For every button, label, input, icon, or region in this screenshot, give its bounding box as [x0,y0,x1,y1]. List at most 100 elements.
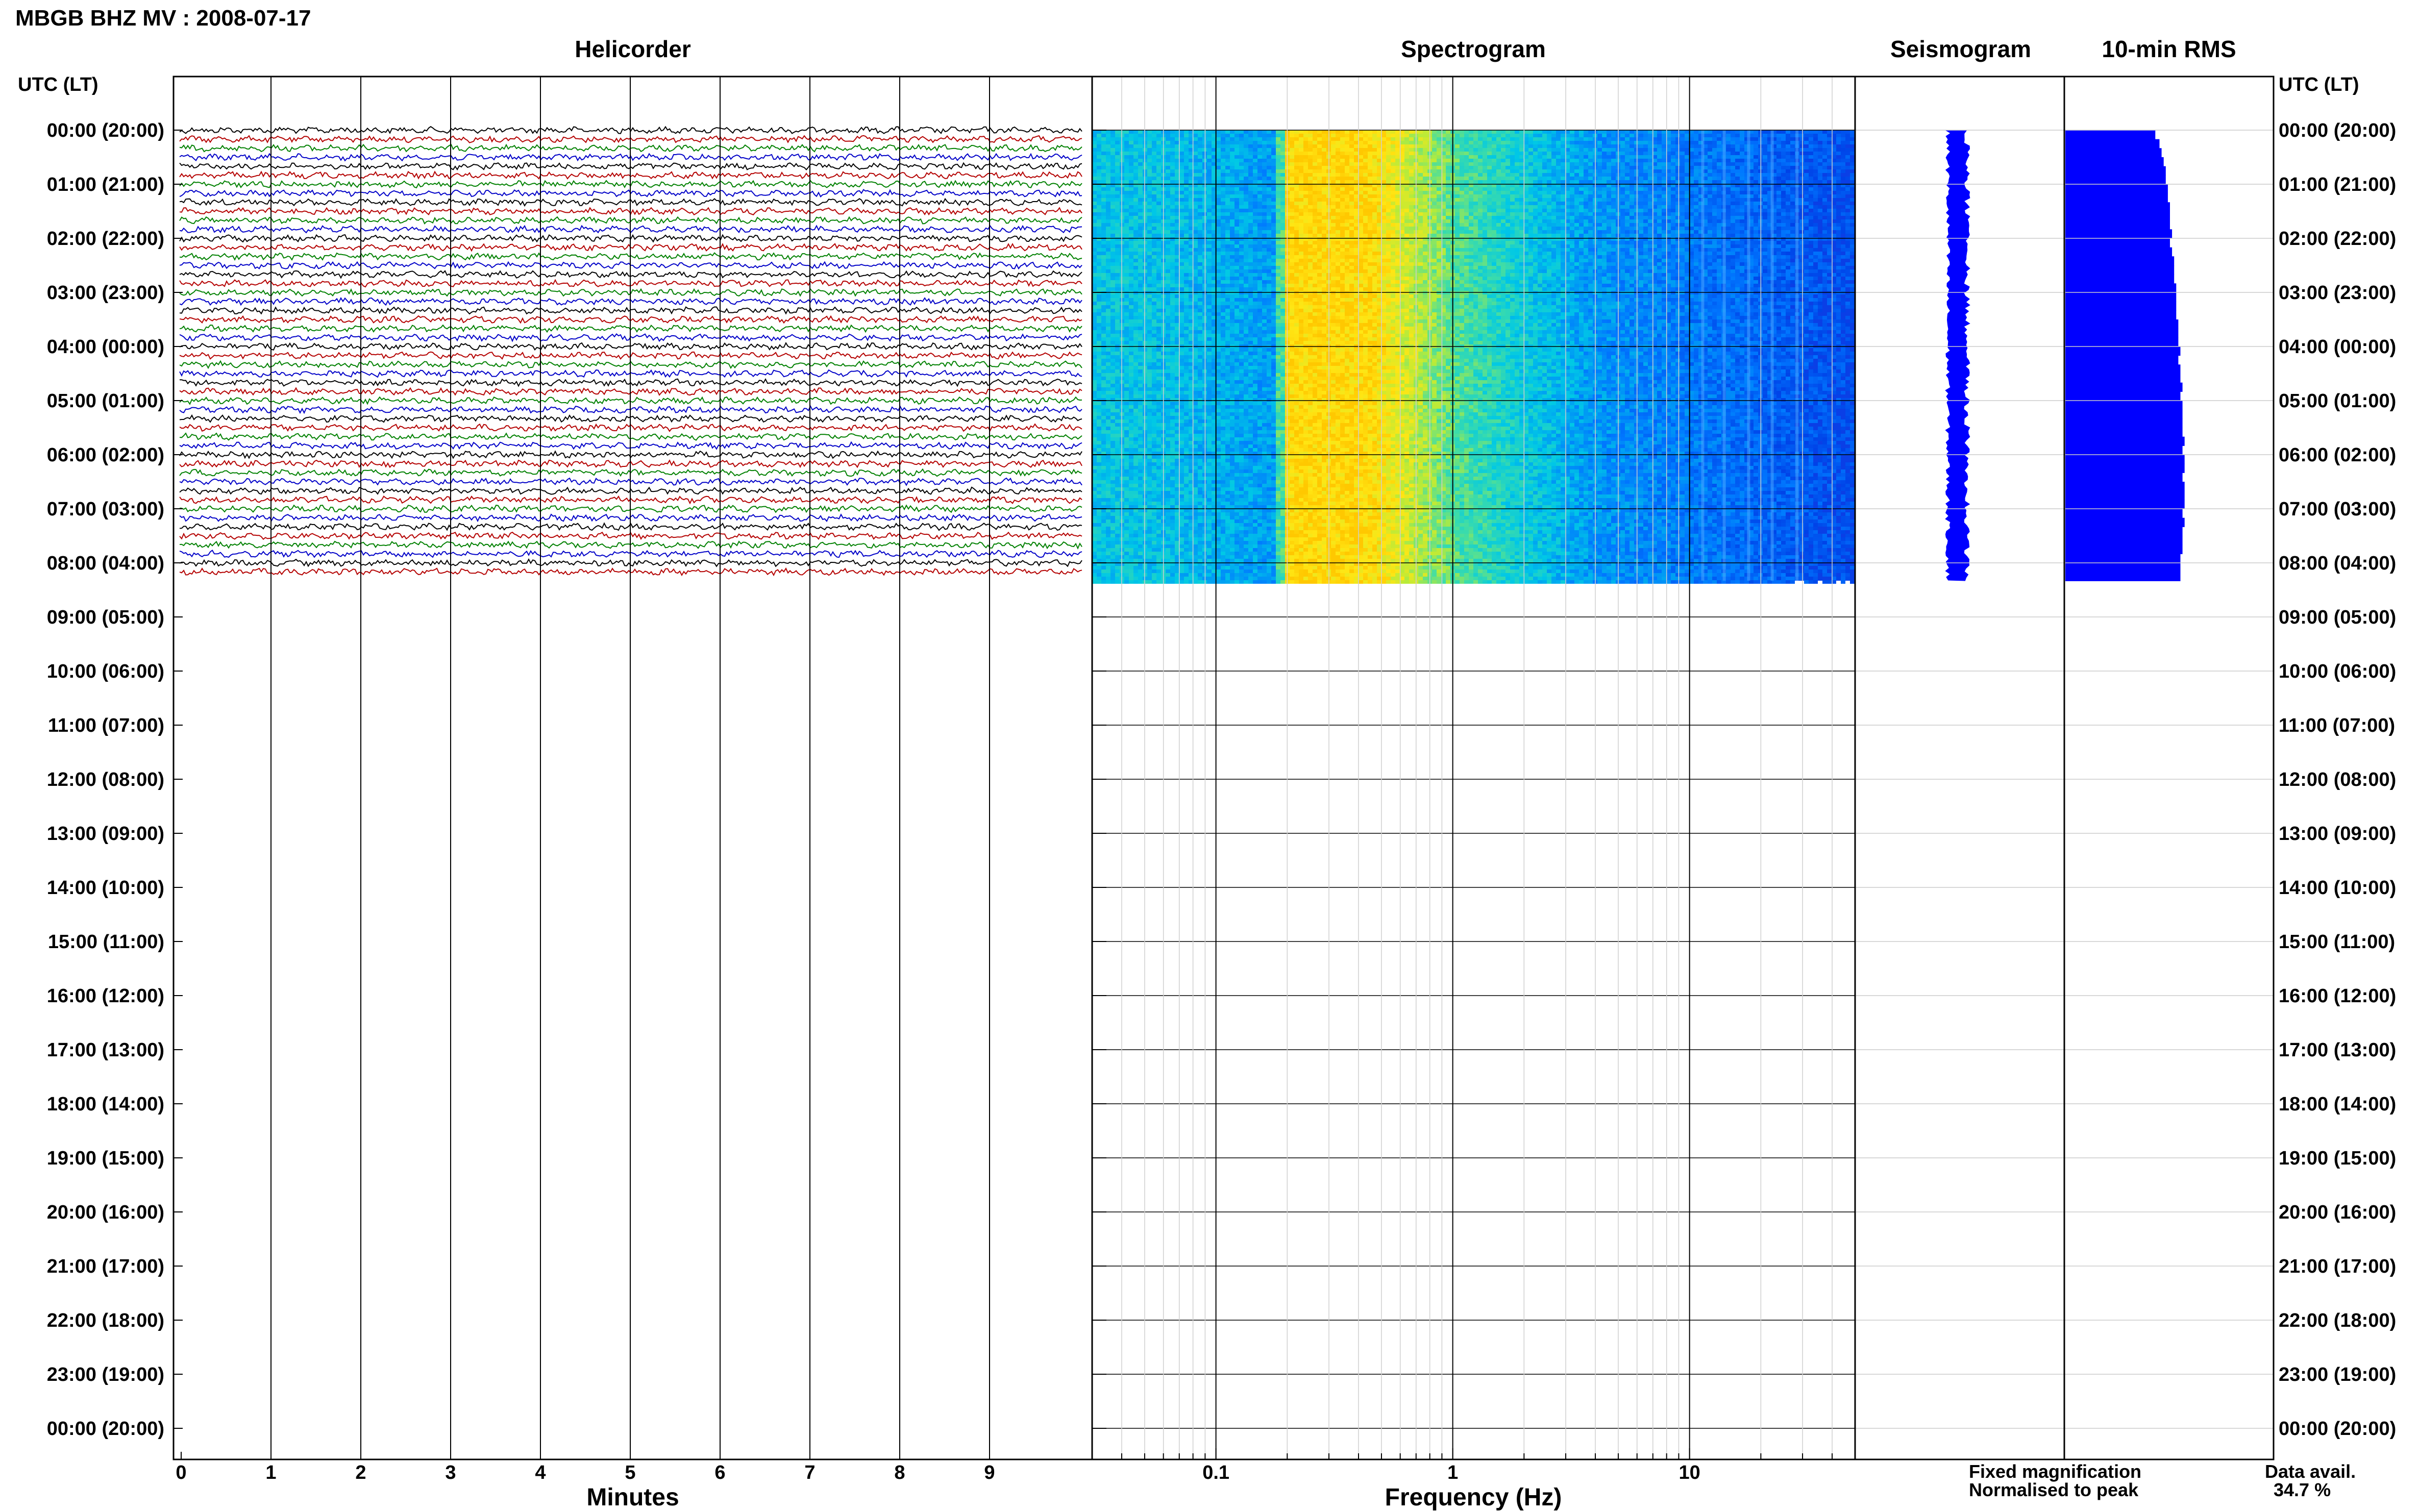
spectrogram-cell [1359,202,1363,205]
spectrogram-cell [1547,205,1551,209]
spectrogram-cell [1574,162,1579,166]
spectrogram-cell [1735,198,1740,202]
spectrogram-cell [1501,180,1505,184]
spectrogram-cell [1588,130,1593,134]
spectrogram-cell [1551,166,1556,169]
spectrogram-cell [1551,194,1556,198]
spectrogram-cell [1850,141,1855,144]
spectrogram-cell [1271,191,1276,194]
spectrogram-cell [1349,209,1354,212]
spectrogram-cell [1381,159,1386,162]
spectrogram-cell [1574,198,1579,202]
spectrogram-cell [1611,169,1616,173]
spectrogram-cell [1574,173,1579,177]
spectrogram-cell [1432,159,1437,162]
spectrogram-cell [1735,223,1740,227]
spectrogram-cell [1207,230,1212,234]
spectrogram-cell [1317,205,1322,209]
spectrogram-cell [1432,230,1437,234]
spectrogram-cell [1685,134,1689,137]
spectrogram-cell [1735,202,1740,205]
spectrogram-cell [1547,209,1551,212]
spectrogram-cell [1267,152,1271,155]
spectrogram-cell [1455,137,1460,141]
spectrogram-cell [1216,205,1221,209]
spectrogram-cell [1694,141,1698,144]
spectrogram-cell [1179,194,1184,198]
spectrogram-cell [1630,169,1634,173]
spectrogram-cell [1207,134,1212,137]
spectrogram-cell [1253,198,1257,202]
spectrogram-cell [1597,202,1602,205]
spectrogram-cell [1395,205,1400,209]
spectrogram-cell [1133,141,1138,144]
spectrogram-cell [1607,198,1611,202]
spectrogram-cell [1189,148,1193,152]
spectrogram-cell [1308,227,1313,230]
spectrogram-cell [1675,141,1680,144]
spectrogram-cell [1845,191,1850,194]
spectrogram-cell [1124,144,1129,148]
spectrogram-cell [1432,130,1437,134]
spectrogram-cell [1501,152,1505,155]
spectrogram-cell [1492,134,1496,137]
spectrogram-cell [1280,202,1285,205]
spectrogram-cell [1533,155,1538,159]
spectrogram-cell [1515,159,1519,162]
spectrogram-cell [1460,152,1464,155]
spectrogram-cell [1547,152,1551,155]
spectrogram-cell [1331,159,1336,162]
spectrogram-cell [1776,159,1781,162]
spectrogram-cell [1643,202,1648,205]
spectrogram-cell [1216,159,1221,162]
spectrogram-cell [1276,134,1280,137]
spectrogram-cell [1533,209,1538,212]
spectrogram-cell [1717,144,1721,148]
spectrogram-cell [1657,230,1662,234]
spectrogram-cell [1340,234,1345,237]
spectrogram-cell [1740,191,1744,194]
spectrogram-cell [1437,155,1441,159]
spectrogram-cell [1202,209,1207,212]
spectrogram-cell [1221,134,1225,137]
spectrogram-cell [1404,155,1409,159]
spectrogram-cell [1763,180,1767,184]
spectrogram-cell [1597,191,1602,194]
spectrogram-cell [1423,166,1427,169]
spectrogram-cell [1533,141,1538,144]
spectrogram-cell [1359,212,1363,216]
spectrogram-cell [1170,137,1175,141]
spectrogram-cell [1257,191,1262,194]
spectrogram-cell [1303,169,1308,173]
spectrogram-cell [1680,216,1685,219]
spectrogram-cell [1230,162,1235,166]
spectrogram-cell [1639,187,1643,191]
spectrogram-cell [1478,177,1483,180]
spectrogram-cell [1717,198,1721,202]
spectrogram-cell [1639,144,1643,148]
spectrogram-cell [1349,166,1354,169]
spectrogram-cell [1455,162,1460,166]
spectrogram-cell [1776,219,1781,223]
spectrogram-cell [1303,227,1308,230]
spectrogram-cell [1455,187,1460,191]
spectrogram-cell [1359,187,1363,191]
spectrogram-cell [1097,219,1101,223]
spectrogram-cell [1505,180,1510,184]
spectrogram-cell [1735,169,1740,173]
spectrogram-cell [1354,202,1359,205]
spectrogram-cell [1294,141,1299,144]
spectrogram-cell [1363,202,1368,205]
spectrogram-cell [1437,219,1441,223]
spectrogram-cell [1781,162,1786,166]
spectrogram-cell [1244,159,1248,162]
spectrogram-cell [1106,205,1110,209]
spectrogram-cell [1790,169,1795,173]
spectrogram-cell [1446,209,1450,212]
spectrogram-cell [1156,130,1161,134]
spectrogram-cell [1189,230,1193,234]
spectrogram-cell [1202,219,1207,223]
spectrogram-cell [1432,191,1437,194]
spectrogram-cell [1822,223,1827,227]
spectrogram-cell [1542,141,1547,144]
